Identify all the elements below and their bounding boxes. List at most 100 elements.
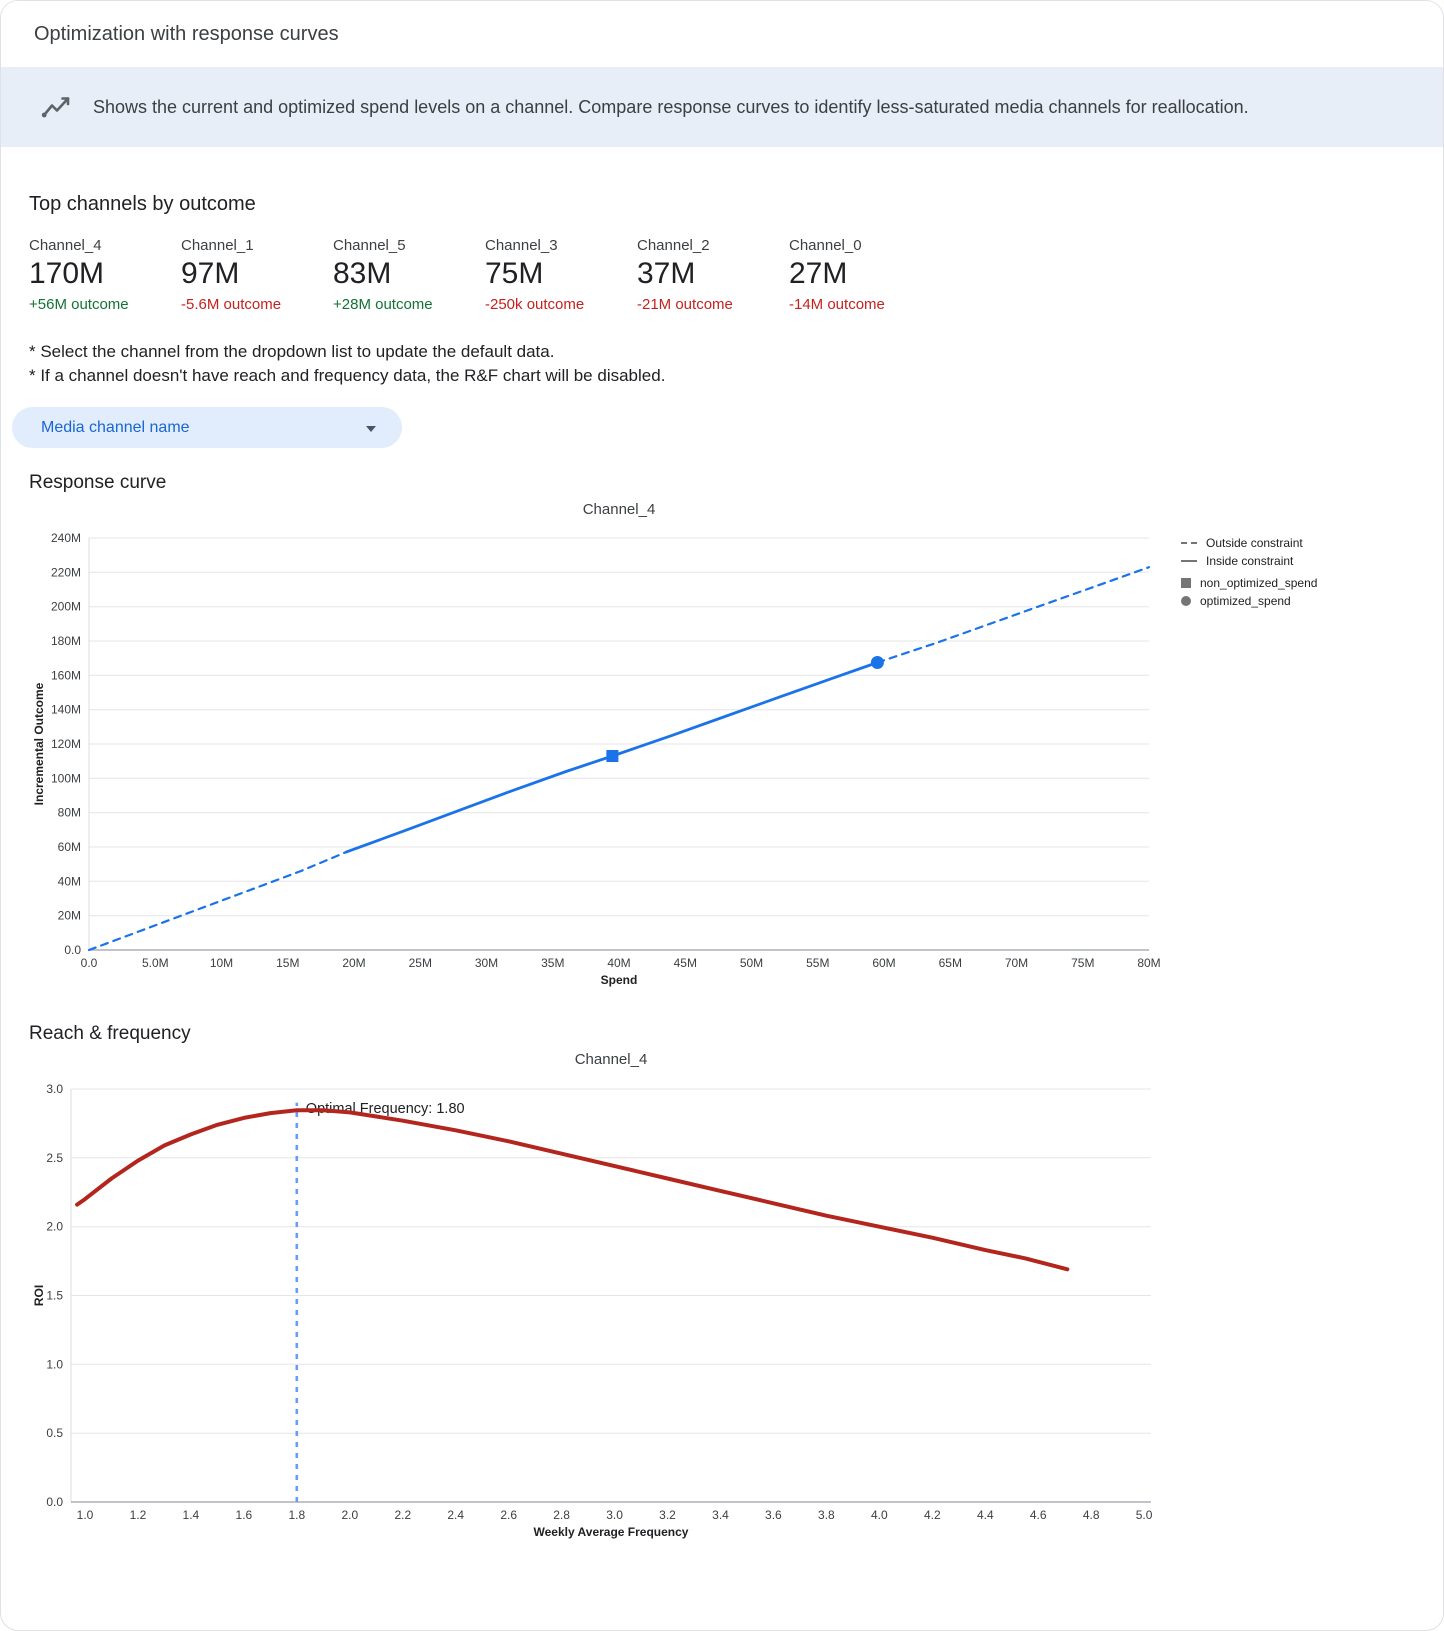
- non_optimized_spend-marker: [606, 750, 619, 762]
- svg-text:15M: 15M: [276, 956, 299, 970]
- series-outside_constraint_high: [876, 566, 1151, 664]
- svg-text:160M: 160M: [51, 668, 81, 682]
- x-axis-label: Spend: [601, 973, 638, 987]
- svg-text:0.5: 0.5: [46, 1426, 63, 1440]
- page-title: Optimization with response curves: [34, 22, 339, 45]
- legend-item: non_optimized_spend: [1181, 576, 1317, 590]
- reach-frequency-svg: Channel_4 0.0 0.5 1.0 1.5 2.0 2.5 3.0 1.0 1.2 1.4 1…: [32, 1051, 1153, 1539]
- svg-text:50M: 50M: [740, 956, 763, 970]
- chevron-down-icon: [366, 425, 376, 432]
- page-header: Optimization with response curves: [1, 1, 1443, 67]
- svg-text:1.8: 1.8: [288, 1508, 305, 1522]
- legend-label: optimized_spend: [1200, 594, 1291, 608]
- channel-stat-channel_2: Channel_2 37M -21M outcome: [637, 237, 789, 313]
- y-axis-label: Incremental Outcome: [32, 682, 46, 805]
- svg-text:2.0: 2.0: [46, 1220, 63, 1234]
- chart-title: Channel_4: [583, 501, 656, 518]
- response-curve-chart: Channel_4 0.0 20M 40M 60M 80M 100M 120M 140M 160M…: [29, 498, 1415, 995]
- channel-stat-channel_5: Channel_5 83M +28M outcome: [333, 237, 485, 313]
- svg-text:3.8: 3.8: [818, 1508, 835, 1522]
- channel-value: 27M: [789, 257, 848, 290]
- svg-text:100M: 100M: [51, 771, 81, 785]
- channel-value: 37M: [637, 257, 696, 290]
- svg-text:60M: 60M: [58, 840, 81, 854]
- svg-text:40M: 40M: [58, 874, 81, 888]
- channel-name: Channel_5: [333, 237, 406, 254]
- svg-text:45M: 45M: [674, 956, 697, 970]
- channel-stat-channel_0: Channel_0 27M -14M outcome: [789, 237, 941, 313]
- svg-text:4.8: 4.8: [1083, 1508, 1100, 1522]
- svg-text:80M: 80M: [58, 806, 81, 820]
- svg-text:30M: 30M: [475, 956, 498, 970]
- svg-text:180M: 180M: [51, 634, 81, 648]
- legend-label: Inside constraint: [1206, 554, 1294, 568]
- response-curve-svg: Channel_4 0.0 20M 40M 60M 80M 100M 120M 140M 160M…: [32, 501, 1161, 987]
- svg-text:3.2: 3.2: [659, 1508, 676, 1522]
- channel-stat-channel_1: Channel_1 97M -5.6M outcome: [181, 237, 333, 313]
- svg-text:2.2: 2.2: [394, 1508, 411, 1522]
- channel-value: 97M: [181, 257, 240, 290]
- svg-text:3.0: 3.0: [46, 1082, 63, 1096]
- channel-outcome: -21M outcome: [637, 296, 733, 313]
- series-roi_curve: [75, 1108, 1070, 1272]
- svg-text:5.0: 5.0: [1136, 1508, 1153, 1522]
- solid-line-glyph: [1181, 560, 1197, 562]
- channel-outcome: +28M outcome: [333, 296, 433, 313]
- media-channel-dropdown[interactable]: Media channel name: [12, 407, 402, 448]
- svg-text:1.2: 1.2: [130, 1508, 147, 1522]
- channel-name: Channel_2: [637, 237, 710, 254]
- channel-value: 75M: [485, 257, 544, 290]
- svg-text:5.0M: 5.0M: [142, 956, 169, 970]
- svg-text:1.0: 1.0: [77, 1508, 94, 1522]
- square-glyph: [1181, 578, 1191, 588]
- svg-text:40M: 40M: [607, 956, 630, 970]
- svg-text:0.0: 0.0: [46, 1495, 63, 1509]
- svg-text:35M: 35M: [541, 956, 564, 970]
- svg-text:3.6: 3.6: [765, 1508, 782, 1522]
- legend-item: optimized_spend: [1181, 594, 1317, 608]
- svg-text:1.6: 1.6: [236, 1508, 253, 1522]
- svg-text:220M: 220M: [51, 565, 81, 579]
- dashed-line-glyph: [1181, 542, 1197, 544]
- media-channel-dropdown-label: Media channel name: [41, 418, 190, 436]
- channel-name: Channel_0: [789, 237, 862, 254]
- svg-text:1.5: 1.5: [46, 1289, 63, 1303]
- svg-text:2.8: 2.8: [553, 1508, 570, 1522]
- main-content: Top channels by outcome Channel_4 170M +56…: [1, 193, 1443, 1549]
- svg-text:3.0: 3.0: [606, 1508, 623, 1522]
- chart-title: Channel_4: [575, 1051, 648, 1068]
- channel-name: Channel_1: [181, 237, 254, 254]
- reach-frequency-chart: Channel_4 0.0 0.5 1.0 1.5 2.0 2.5 3.0 1.0 1.2 1.4 1…: [29, 1049, 1415, 1549]
- reach-frequency-heading: Reach & frequency: [29, 1023, 191, 1044]
- svg-text:2.0: 2.0: [341, 1508, 358, 1522]
- legend-item: Outside constraint: [1181, 536, 1317, 550]
- legend-label: non_optimized_spend: [1200, 576, 1318, 590]
- optimized_spend-marker: [870, 656, 884, 669]
- svg-text:3.4: 3.4: [712, 1508, 729, 1522]
- channel-name: Channel_4: [29, 237, 102, 254]
- svg-text:10M: 10M: [210, 956, 233, 970]
- circle-glyph: [1181, 596, 1191, 606]
- response-curve-heading: Response curve: [29, 472, 167, 493]
- note-line-2: * If a channel doesn't have reach and fr…: [29, 366, 666, 385]
- channel-value: 170M: [29, 257, 105, 290]
- top-channels-heading: Top channels by outcome: [29, 193, 256, 215]
- svg-text:70M: 70M: [1005, 956, 1028, 970]
- svg-text:80M: 80M: [1137, 956, 1160, 970]
- svg-text:2.6: 2.6: [500, 1508, 517, 1522]
- channel-outcome: +56M outcome: [29, 296, 129, 313]
- svg-text:0.0: 0.0: [64, 943, 81, 957]
- legend-label: Outside constraint: [1206, 536, 1303, 550]
- insights-icon: [41, 94, 71, 121]
- svg-text:65M: 65M: [939, 956, 962, 970]
- channel-stat-channel_4: Channel_4 170M +56M outcome: [29, 237, 181, 313]
- chart-legend: Outside constraint Inside constraint non_o…: [1181, 536, 1317, 612]
- svg-text:4.4: 4.4: [977, 1508, 994, 1522]
- svg-text:2.4: 2.4: [447, 1508, 464, 1522]
- svg-text:25M: 25M: [409, 956, 432, 970]
- svg-text:140M: 140M: [51, 703, 81, 717]
- top-channels-row: Channel_4 170M +56M outcome Channel_1 97M -5.…: [29, 237, 1415, 313]
- channel-outcome: -14M outcome: [789, 296, 885, 313]
- svg-text:200M: 200M: [51, 600, 81, 614]
